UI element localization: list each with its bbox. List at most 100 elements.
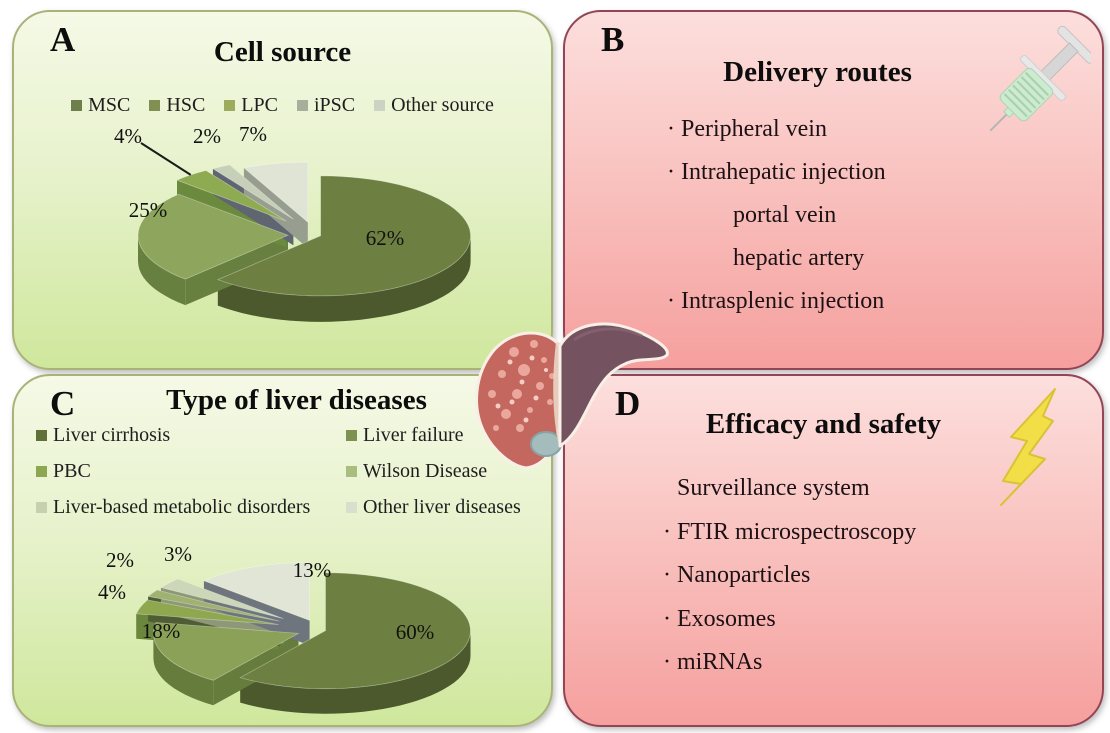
pie-slice-label: 4% <box>114 124 142 148</box>
bullet: · <box>667 159 675 185</box>
panel-letter-c: C <box>50 384 76 423</box>
pie-slice <box>216 175 471 297</box>
legend-swatch <box>224 100 236 111</box>
legend-label: PBC <box>53 460 91 482</box>
liver-right-lobe <box>558 322 669 448</box>
efficacy-safety-list: Surveillance system · FTIR microspectrosc… <box>657 467 916 685</box>
pie-slice-wall <box>185 235 288 306</box>
pie-slice-wall <box>138 235 186 306</box>
legend-swatch <box>346 502 357 513</box>
list-item-text: FTIR microspectroscopy <box>677 518 917 545</box>
panel-c-title: Type of liver diseases <box>166 384 427 416</box>
pie-a-legend: MSC HSC LPC iPSC Other source <box>14 94 551 117</box>
pie-slice-label: 18% <box>142 619 181 643</box>
legend-item: Other source <box>374 94 494 117</box>
list-item: Surveillance system <box>657 467 916 511</box>
pie-slice-label: 60% <box>396 620 435 644</box>
legend-item: Liver cirrhosis <box>36 424 346 447</box>
legend-label: Liver-based metabolic disorders <box>53 496 311 518</box>
delivery-routes-list: · Peripheral vein · Intrahepatic injection… <box>661 108 886 323</box>
pie-slice <box>152 622 300 681</box>
list-item-text: miRNAs <box>677 649 763 676</box>
list-item: · Exosomes <box>657 598 916 642</box>
pie-slice <box>242 161 309 223</box>
panel-letter-b: B <box>601 20 625 59</box>
pie-slice <box>135 599 279 625</box>
pie-slice <box>159 578 284 619</box>
list-item: portal vein <box>661 194 886 237</box>
bullet: · <box>667 116 675 142</box>
pie-c-legend: Liver cirrhosis Liver failure PBC Wilson… <box>36 424 521 519</box>
legend-label: HSC <box>166 94 206 116</box>
pie-slice-wall <box>240 630 471 714</box>
list-item-text: portal vein <box>733 202 837 228</box>
panel-b-title: Delivery routes <box>723 56 912 88</box>
list-item-text: Nanoparticles <box>677 562 811 589</box>
legend-label: Liver cirrhosis <box>53 424 171 446</box>
list-item-text: Exosomes <box>677 605 776 632</box>
legend-label: LPC <box>241 94 278 116</box>
panel-letter-d: D <box>615 384 641 423</box>
pie-slice <box>239 572 471 690</box>
pie-label-leader <box>140 142 192 176</box>
list-item: · Peripheral vein <box>661 108 886 151</box>
legend-item: LPC <box>224 94 278 117</box>
pie-slice-label: 2% <box>193 124 221 148</box>
legend-item: Other liver diseases <box>346 496 521 519</box>
panel-liver-diseases: C Type of liver diseases Liver cirrhosis… <box>12 374 553 727</box>
legend-swatch <box>149 100 161 111</box>
bullet: · <box>667 288 675 314</box>
pie-slice-label: 4% <box>98 580 126 604</box>
pie-slice-label: 2% <box>106 548 134 572</box>
panel-efficacy-safety: D Efficacy and safety Surveillance syste… <box>563 374 1104 727</box>
list-item: · Intrasplenic injection <box>661 280 886 323</box>
pie-chart-cell-source: 62% 25% 4% 2% 7% <box>114 122 471 322</box>
legend-label: Other liver diseases <box>363 496 521 518</box>
legend-label: MSC <box>88 94 131 116</box>
legend-item: iPSC <box>296 94 355 117</box>
syringe-icon <box>989 25 1091 132</box>
pie-slice-label: 62% <box>366 226 405 250</box>
pie-chart-liver-diseases: 60% 18% 4% 2% 3% 13% <box>98 542 471 714</box>
legend-label: Wilson Disease <box>363 460 488 482</box>
pie-slice <box>211 164 294 220</box>
legend-item: Wilson Disease <box>346 460 521 483</box>
legend-swatch <box>36 466 47 477</box>
list-item-text: Surveillance system <box>677 475 870 502</box>
list-item-text: hepatic artery <box>733 245 865 271</box>
bullet: · <box>663 518 671 545</box>
legend-swatch <box>374 100 386 111</box>
panel-d-title: Efficacy and safety <box>705 408 942 440</box>
list-item-text: Intrasplenic injection <box>681 288 885 314</box>
pie-slice-label: 3% <box>164 542 192 566</box>
list-item-text: Peripheral vein <box>681 116 827 142</box>
bullet: · <box>663 649 671 676</box>
pie-slice-label: 7% <box>239 122 267 146</box>
liver-highlight <box>573 327 643 342</box>
legend-swatch <box>346 430 357 441</box>
pie-slice-label: 25% <box>129 198 168 222</box>
list-item: · FTIR microspectroscopy <box>657 511 916 555</box>
legend-swatch <box>36 502 47 513</box>
liver-icon <box>475 322 669 470</box>
legend-item: Liver-based metabolic disorders <box>36 496 346 519</box>
legend-label: Other source <box>391 94 494 116</box>
list-item: · miRNAs <box>657 641 916 685</box>
panel-cell-source: A Cell source MSC HSC LPC iPSC Other sou… <box>12 10 553 370</box>
liver-nodules-light <box>495 355 548 423</box>
legend-swatch <box>346 466 357 477</box>
legend-swatch <box>36 430 47 441</box>
pie-slice-label: 13% <box>293 558 332 582</box>
panel-delivery-routes: B Delivery routes · Peripheral vein · Intr… <box>563 10 1104 370</box>
list-item-text: Intrahepatic injection <box>681 159 886 185</box>
bullet: · <box>663 605 671 632</box>
pie-slice-wall <box>153 633 214 706</box>
legend-item: MSC <box>71 94 130 117</box>
panel-letter-a: A <box>50 20 76 59</box>
list-item: hepatic artery <box>661 237 886 280</box>
pie-slice <box>147 589 280 622</box>
list-item: · Nanoparticles <box>657 554 916 598</box>
panel-a-title: Cell source <box>213 36 352 68</box>
legend-label: Liver failure <box>363 424 464 446</box>
pie-slice-wall <box>217 235 471 322</box>
